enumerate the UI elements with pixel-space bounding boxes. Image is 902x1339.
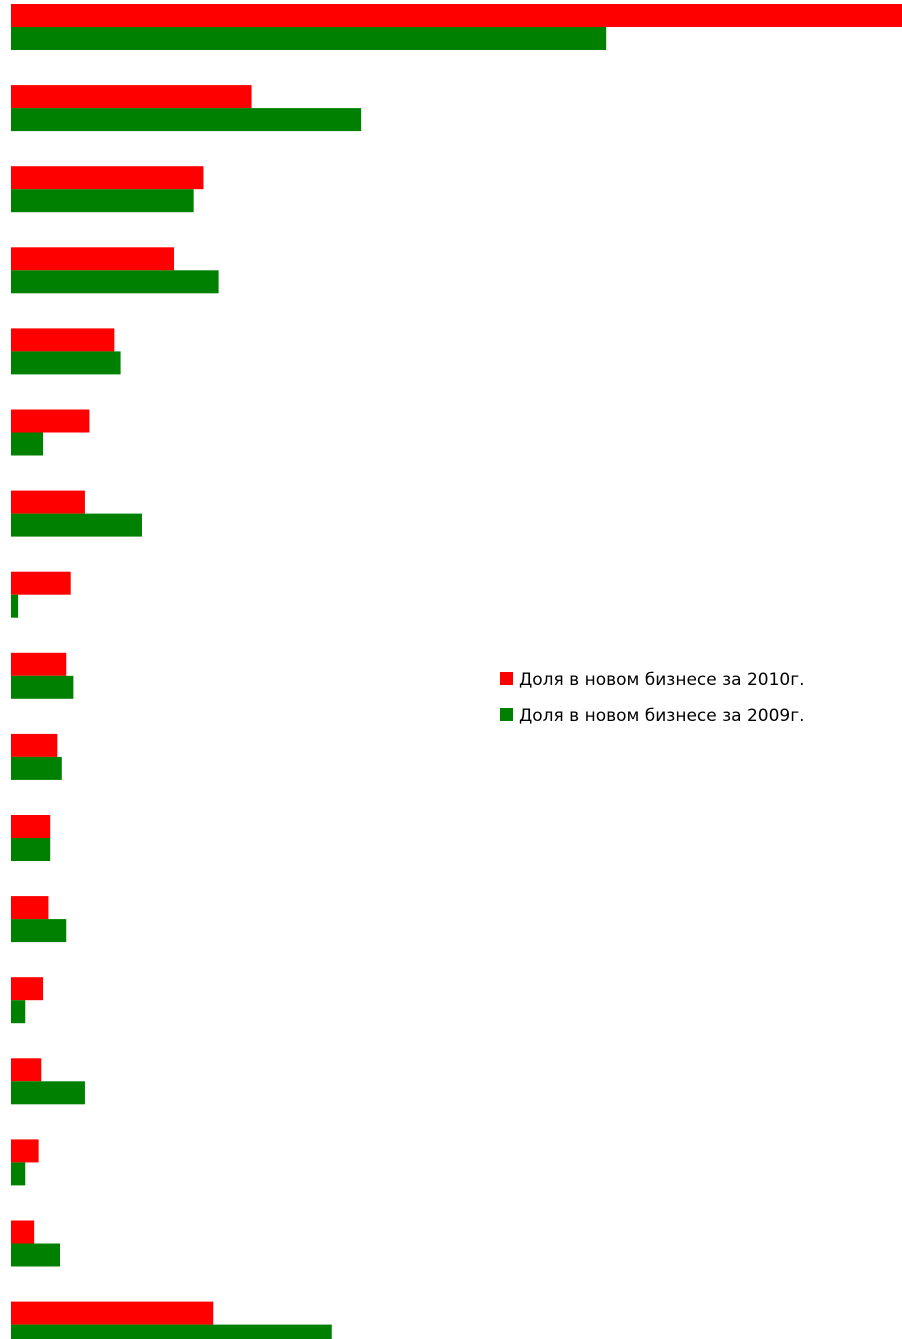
bar-2010-1 — [11, 4, 902, 27]
bar-2009-7 — [11, 513, 142, 537]
legend-label-2010: Доля в новом бизнесе за 2010г. — [519, 670, 805, 690]
bar-2010-13 — [11, 977, 44, 1001]
bar-2009-10 — [11, 756, 62, 780]
bar-2010-4 — [11, 247, 175, 271]
bar-2010-16 — [11, 1220, 35, 1244]
bar-2010-17 — [11, 1301, 214, 1325]
bars-group — [11, 4, 902, 1339]
bar-2010-14 — [11, 1058, 42, 1082]
bar-2009-17 — [11, 1324, 332, 1339]
bar-2010-3 — [11, 166, 204, 190]
bar-2009-5 — [11, 351, 121, 375]
bar-2009-15 — [11, 1162, 26, 1186]
bar-2010-15 — [11, 1139, 39, 1163]
bar-2009-9 — [11, 675, 74, 699]
bar-2010-8 — [11, 571, 71, 595]
bar-2010-2 — [11, 85, 252, 109]
bar-2010-9 — [11, 652, 67, 676]
bar-2009-12 — [11, 919, 67, 943]
bar-2009-2 — [11, 108, 362, 132]
bar-2010-7 — [11, 490, 85, 514]
bar-2010-5 — [11, 328, 115, 352]
bar-2010-12 — [11, 896, 49, 920]
bar-2010-6 — [11, 409, 90, 433]
bar-2009-8 — [11, 594, 19, 618]
bar-2009-3 — [11, 189, 194, 213]
bar-2010-11 — [11, 815, 51, 838]
bar-2009-1 — [11, 27, 607, 50]
bar-2010-10 — [11, 733, 58, 757]
bar-2009-4 — [11, 270, 219, 294]
bar-2009-11 — [11, 838, 51, 861]
legend: Доля в новом бизнесе за 2010г. Доля в но… — [500, 670, 805, 726]
bar-2009-6 — [11, 432, 44, 456]
legend-swatch-2010 — [500, 672, 513, 685]
bar-2009-14 — [11, 1081, 85, 1105]
legend-label-2009: Доля в новом бизнесе за 2009г. — [519, 706, 805, 726]
bar-2009-13 — [11, 1000, 26, 1024]
bar-2009-16 — [11, 1243, 61, 1267]
legend-swatch-2009 — [500, 708, 513, 721]
